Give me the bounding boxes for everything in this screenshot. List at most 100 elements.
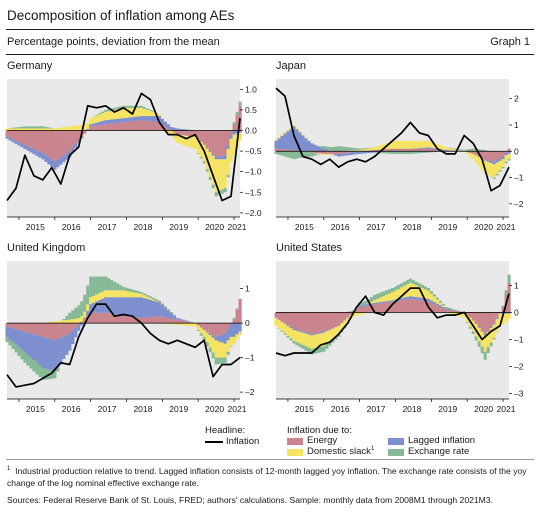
bar-energy	[74, 130, 78, 145]
bar-lagged	[283, 323, 287, 324]
bar-lagged	[310, 334, 314, 336]
bar-slack	[95, 115, 99, 123]
bar-fx	[80, 301, 84, 317]
bar-fx	[53, 371, 57, 379]
bar-lagged	[373, 151, 377, 153]
bar-slack	[352, 312, 356, 317]
bar-energy	[133, 120, 138, 131]
bar-fx	[86, 285, 90, 305]
bar-fx	[32, 360, 36, 372]
bar-fx	[388, 289, 392, 294]
bar-energy	[77, 323, 81, 325]
bar-slack	[74, 318, 78, 324]
bar-slack	[331, 328, 335, 339]
bar-lagged	[62, 336, 66, 359]
bar-lagged	[205, 148, 209, 149]
bar-slack	[208, 335, 212, 348]
bar-slack	[450, 148, 454, 151]
bar-lagged	[154, 301, 159, 317]
bar-lagged	[226, 328, 230, 341]
bar-energy	[280, 149, 284, 152]
bar-slack	[507, 313, 511, 320]
bar-lagged	[59, 337, 63, 364]
bar-fx	[492, 177, 496, 179]
bar-energy	[223, 130, 227, 156]
bar-fx	[26, 355, 30, 366]
bar-slack	[319, 153, 323, 155]
bar-energy	[199, 323, 203, 328]
bar-energy	[217, 323, 221, 336]
bar-slack	[142, 295, 147, 299]
bar-slack	[280, 134, 284, 136]
bar-energy	[486, 151, 490, 161]
bar-lagged	[343, 153, 347, 156]
bar-slack	[196, 139, 200, 154]
bar-fx	[14, 127, 18, 129]
bar-fx	[304, 151, 308, 157]
bar-energy	[385, 302, 389, 313]
bar-energy	[127, 121, 132, 131]
y-tick-label: –1	[514, 334, 524, 344]
bar-fx	[346, 147, 350, 151]
bar-energy	[104, 312, 108, 324]
bar-slack	[187, 135, 191, 147]
bar-energy	[355, 309, 359, 313]
bar-fx	[429, 291, 434, 294]
bar-energy	[202, 130, 206, 145]
bar-lagged	[98, 299, 102, 313]
bar-fx	[325, 343, 329, 349]
bar-energy	[20, 130, 24, 144]
bar-fx	[319, 346, 323, 353]
bar-fx	[226, 351, 230, 355]
bar-slack	[438, 145, 442, 150]
bar-energy	[399, 148, 404, 152]
bar-fx	[65, 315, 69, 320]
panel-title-united-kingdom: United Kingdom	[7, 242, 86, 254]
bar-fx	[396, 151, 401, 154]
bar-energy	[8, 323, 12, 328]
bar-fx	[232, 317, 236, 320]
bar-energy	[163, 126, 167, 131]
bar-slack	[116, 109, 120, 119]
bar-lagged	[50, 339, 54, 371]
germany-chart: 1.0 0.5 0.0 –0.5 –1.0 –1.5 –2.0 2015 2016 2017 201…	[5, 79, 262, 232]
bar-energy	[432, 304, 436, 313]
x-tick-label: 2021	[497, 222, 516, 232]
bar-slack	[11, 128, 15, 131]
bar-slack	[122, 290, 126, 298]
bar-lagged	[74, 327, 78, 338]
bar-energy	[394, 301, 398, 313]
bar-slack	[435, 299, 439, 304]
bar-slack	[396, 288, 401, 299]
bar-energy	[142, 317, 147, 324]
bar-slack	[151, 299, 156, 301]
bar-fx	[202, 336, 206, 341]
bar-fx	[391, 151, 395, 154]
bar-lagged	[358, 305, 362, 307]
bar-slack	[313, 334, 317, 349]
bar-energy	[202, 323, 206, 330]
bar-slack	[328, 153, 332, 155]
bar-energy	[301, 312, 305, 332]
bar-fx	[68, 312, 72, 320]
bar-fx	[14, 344, 18, 353]
bar-lagged	[86, 129, 90, 130]
bar-lagged	[447, 150, 451, 152]
bar-energy	[98, 125, 102, 131]
y-tick-label: 1	[514, 120, 519, 130]
bar-slack	[495, 319, 499, 332]
bar-lagged	[5, 326, 9, 337]
bar-lagged	[432, 148, 436, 150]
bar-lagged	[53, 161, 57, 170]
x-tick-label: 2017	[98, 404, 117, 414]
bar-lagged	[211, 335, 215, 338]
y-tick-label: 0.5	[245, 105, 257, 115]
bar-lagged	[486, 160, 490, 162]
bar-fx	[35, 362, 39, 375]
x-tick-label: 2015	[26, 222, 45, 232]
bar-lagged	[301, 135, 305, 152]
bar-fx	[50, 127, 54, 129]
bar-slack	[122, 107, 126, 119]
bar-energy	[113, 123, 117, 131]
bar-fx	[474, 336, 478, 341]
